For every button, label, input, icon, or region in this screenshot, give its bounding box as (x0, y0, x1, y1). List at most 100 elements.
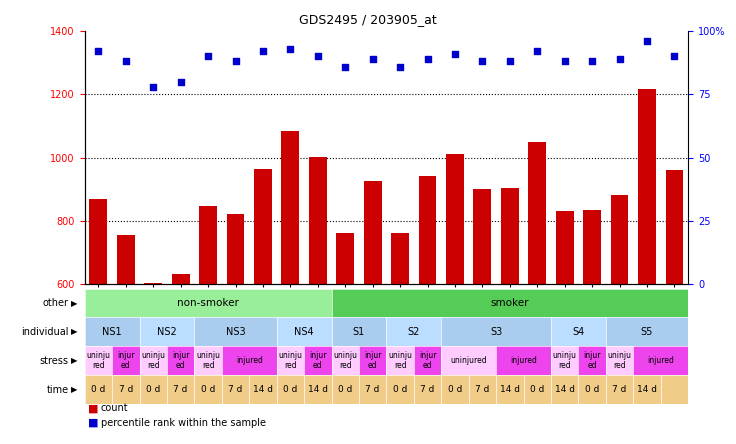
Text: smoker: smoker (491, 298, 529, 308)
Text: 7 d: 7 d (612, 385, 627, 394)
Text: uninju
red: uninju red (141, 351, 165, 370)
Point (394, 63, 406, 70)
Text: injur
ed: injur ed (364, 351, 381, 370)
Text: 14 d: 14 d (308, 385, 328, 394)
Text: uninju
red: uninju red (608, 351, 631, 370)
Bar (281, 131, 300, 284)
Text: 0 d: 0 d (283, 385, 297, 394)
Bar (556, 211, 573, 284)
Text: injur
ed: injur ed (419, 351, 436, 370)
Text: uninju
red: uninju red (196, 351, 220, 370)
Text: 14 d: 14 d (637, 385, 657, 394)
Text: injur
ed: injur ed (584, 351, 601, 370)
Text: NS2: NS2 (157, 327, 177, 337)
Bar (309, 157, 327, 284)
Text: uninju
red: uninju red (388, 351, 412, 370)
Bar (638, 89, 656, 284)
Text: NS1: NS1 (102, 327, 122, 337)
Text: 7 d: 7 d (366, 385, 380, 394)
Point (504, 58, 516, 65)
Point (668, 53, 680, 60)
Text: percentile rank within the sample: percentile rank within the sample (101, 418, 266, 428)
Point (120, 58, 132, 65)
Text: 7 d: 7 d (174, 385, 188, 394)
Text: 14 d: 14 d (555, 385, 575, 394)
Text: ▶: ▶ (71, 298, 77, 308)
Text: individual: individual (21, 327, 68, 337)
Text: ▶: ▶ (71, 385, 77, 394)
Text: S4: S4 (573, 327, 584, 337)
Text: count: count (101, 404, 129, 413)
Text: GDS2495 / 203905_at: GDS2495 / 203905_at (299, 13, 437, 26)
Point (449, 50, 461, 57)
Text: 0 d: 0 d (91, 385, 105, 394)
Text: injur
ed: injur ed (117, 351, 135, 370)
Text: uninju
red: uninju red (278, 351, 302, 370)
Text: time: time (46, 385, 68, 395)
Point (422, 56, 434, 63)
Bar (171, 274, 190, 284)
Bar (446, 154, 464, 284)
Text: 0 d: 0 d (530, 385, 545, 394)
Text: ■: ■ (88, 418, 99, 428)
Point (559, 58, 570, 65)
Point (312, 53, 324, 60)
Point (614, 56, 626, 63)
Point (531, 48, 543, 55)
Text: 0 d: 0 d (338, 385, 353, 394)
Text: stress: stress (40, 356, 68, 366)
Text: 14 d: 14 d (500, 385, 520, 394)
Point (202, 53, 214, 60)
Text: S2: S2 (408, 327, 420, 337)
Text: 0 d: 0 d (393, 385, 407, 394)
Text: S3: S3 (490, 327, 502, 337)
Bar (117, 235, 135, 284)
Text: non-smoker: non-smoker (177, 298, 239, 308)
Text: 7 d: 7 d (118, 385, 133, 394)
Bar (336, 233, 354, 284)
Text: NS4: NS4 (294, 327, 314, 337)
Point (339, 63, 351, 70)
Point (476, 58, 488, 65)
Text: 0 d: 0 d (585, 385, 599, 394)
Bar (419, 176, 436, 284)
Text: 0 d: 0 d (447, 385, 462, 394)
Bar (392, 233, 409, 284)
Text: injur
ed: injur ed (172, 351, 189, 370)
Bar (144, 282, 162, 284)
Bar (199, 206, 217, 284)
Text: uninju
red: uninju red (86, 351, 110, 370)
Text: other: other (43, 298, 68, 308)
Point (257, 48, 269, 55)
Text: S5: S5 (641, 327, 653, 337)
Text: 7 d: 7 d (475, 385, 489, 394)
Point (93, 48, 105, 55)
Bar (364, 181, 381, 284)
Point (230, 58, 241, 65)
Bar (528, 143, 546, 284)
Text: uninju
red: uninju red (553, 351, 577, 370)
Text: ▶: ▶ (71, 356, 77, 365)
Bar (501, 188, 519, 284)
Bar (90, 199, 107, 284)
Bar (473, 189, 492, 284)
Bar (665, 170, 683, 284)
Text: injured: injured (647, 356, 674, 365)
Text: uninju
red: uninju red (333, 351, 357, 370)
Text: 14 d: 14 d (253, 385, 273, 394)
Bar (583, 210, 601, 284)
Text: 0 d: 0 d (201, 385, 215, 394)
Text: S1: S1 (353, 327, 365, 337)
Text: 0 d: 0 d (146, 385, 160, 394)
Text: uninjured: uninjured (450, 356, 487, 365)
Text: NS3: NS3 (226, 327, 245, 337)
Text: ■: ■ (88, 404, 99, 413)
Point (641, 38, 653, 45)
Bar (254, 169, 272, 284)
Point (587, 58, 598, 65)
Text: injur
ed: injur ed (309, 351, 327, 370)
Text: ▶: ▶ (71, 327, 77, 337)
Point (367, 56, 378, 63)
Point (174, 78, 186, 85)
Text: 7 d: 7 d (228, 385, 243, 394)
